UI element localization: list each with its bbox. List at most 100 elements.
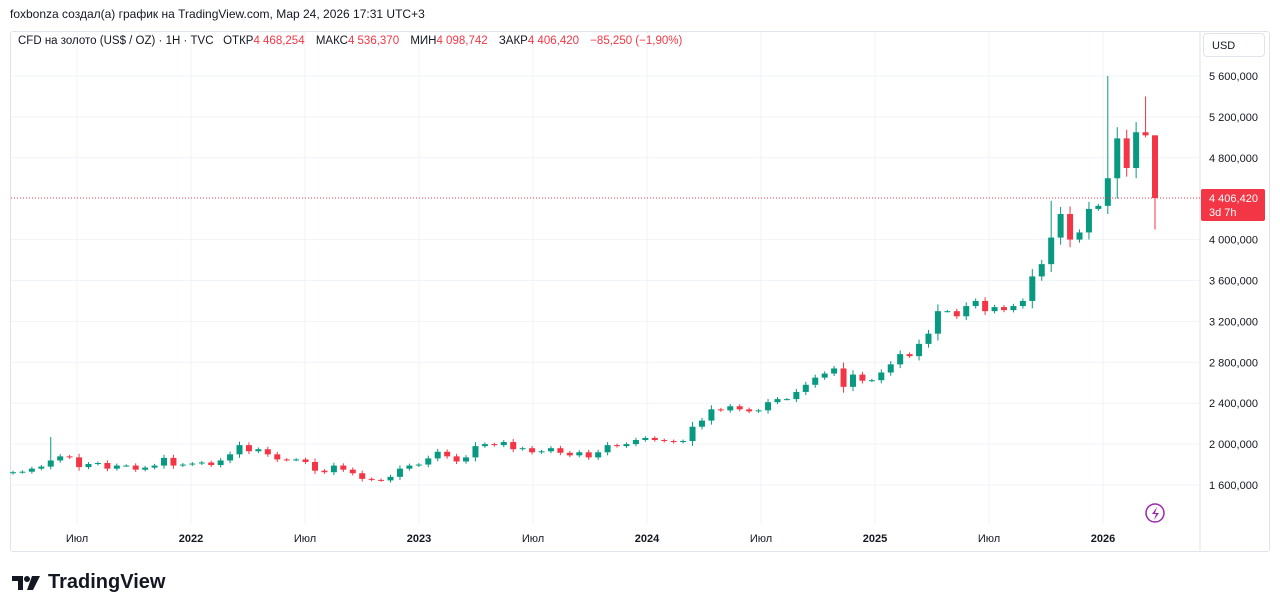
candle-body [85,464,92,468]
candle-body [849,374,856,387]
candle-body [208,462,215,466]
candle-body [604,445,611,453]
candle-body [1123,138,1130,169]
x-tick-label: 2024 [635,533,660,545]
candle-body [132,465,139,470]
candle-body [859,374,866,381]
close-value: 4 406,420 [527,35,580,47]
candle-body [963,306,970,317]
candle-body [576,452,583,456]
candle-body [1114,138,1121,179]
candle-body [557,448,564,453]
candle-body [321,470,328,473]
candle-body [916,343,923,357]
candle-body [793,391,800,400]
candle-body [717,409,724,411]
currency-button[interactable]: USD [1203,33,1265,57]
candle-body [934,311,941,334]
candle-body [783,399,790,401]
candle-body [142,467,149,470]
candle-body [1085,208,1092,233]
x-tick-label: 2026 [1091,533,1115,545]
y-tick-label: 3 600,000 [1209,276,1258,288]
candle-body [47,460,54,467]
candle-body [925,333,932,344]
candle-body [632,440,639,445]
lightning-icon[interactable] [1145,503,1165,523]
candle-body [472,446,479,458]
candle-body [538,451,545,453]
low-label: МИН [410,35,437,47]
candle-body [623,444,630,447]
y-tick-label: 2 800,000 [1209,357,1258,369]
open-label: ОТКР [223,35,254,47]
candle-body [491,444,498,446]
candle-body [821,373,828,378]
candle-body [396,468,403,477]
candle-body [217,460,224,466]
x-tick-label: 2025 [863,533,887,545]
y-tick-label: 5 200,000 [1209,112,1258,124]
x-tick-label: Июл [522,533,544,545]
candle-body [651,437,658,441]
candle-body [698,420,705,427]
high-label: МАКС [315,35,348,47]
candle-body [1000,307,1007,311]
low-value: 4 098,742 [436,35,488,47]
candle-body [670,441,677,443]
candle-body [1038,264,1045,277]
chart-frame [10,31,1270,552]
candle-body [642,437,649,441]
candle-body [340,465,347,470]
candle-body [66,456,73,458]
candle-body [189,463,196,465]
candle-body [94,463,101,465]
y-tick-label: 4 000,000 [1209,235,1258,247]
candle-body [10,472,16,474]
candle-body [746,409,753,412]
candle-body [982,300,989,312]
y-tick-label: 4 800,000 [1209,153,1258,165]
candle-body [170,457,177,466]
candle-body [510,442,517,450]
candle-body [840,368,847,387]
current-price-badge [1201,189,1265,222]
candle-body [595,452,602,458]
candle-body [123,465,130,467]
candle-body [406,465,413,469]
candle-body [161,457,168,466]
candle-body [1010,306,1017,311]
candle-body [302,459,309,462]
y-tick-label: 2 400,000 [1209,398,1258,410]
y-tick-label: 3 200,000 [1209,316,1258,328]
candle-body [38,466,45,469]
candle-body [104,463,111,469]
candle-body [113,465,120,469]
candle-body [566,452,573,456]
y-tick-label: 1 600,000 [1209,480,1258,492]
candle-body [802,384,809,392]
candle-body [1152,135,1158,199]
candle-body [387,476,394,481]
candle-body [1142,132,1149,136]
candle-body [425,458,432,465]
symbol-name: CFD на золото (US$ / OZ) · 1Н · TVC [18,35,214,47]
candle-body [708,409,715,421]
candle-body [359,473,366,479]
candle-body [906,354,913,357]
candle-body [812,377,819,385]
candle-body [547,448,554,452]
candle-body [727,406,734,411]
x-tick-label: Июл [978,533,1000,545]
candle-body [868,380,875,382]
tradingview-logo[interactable]: TradingView [12,571,165,594]
candle-body [953,311,960,317]
x-tick-label: Июл [750,533,772,545]
brand-name: TradingView [48,571,166,593]
candle-body [198,462,205,464]
candle-body [585,452,592,458]
candle-body [293,459,300,461]
candle-body [227,454,234,461]
chart-credit: foxbonza создал(а) график на TradingView… [10,7,425,21]
